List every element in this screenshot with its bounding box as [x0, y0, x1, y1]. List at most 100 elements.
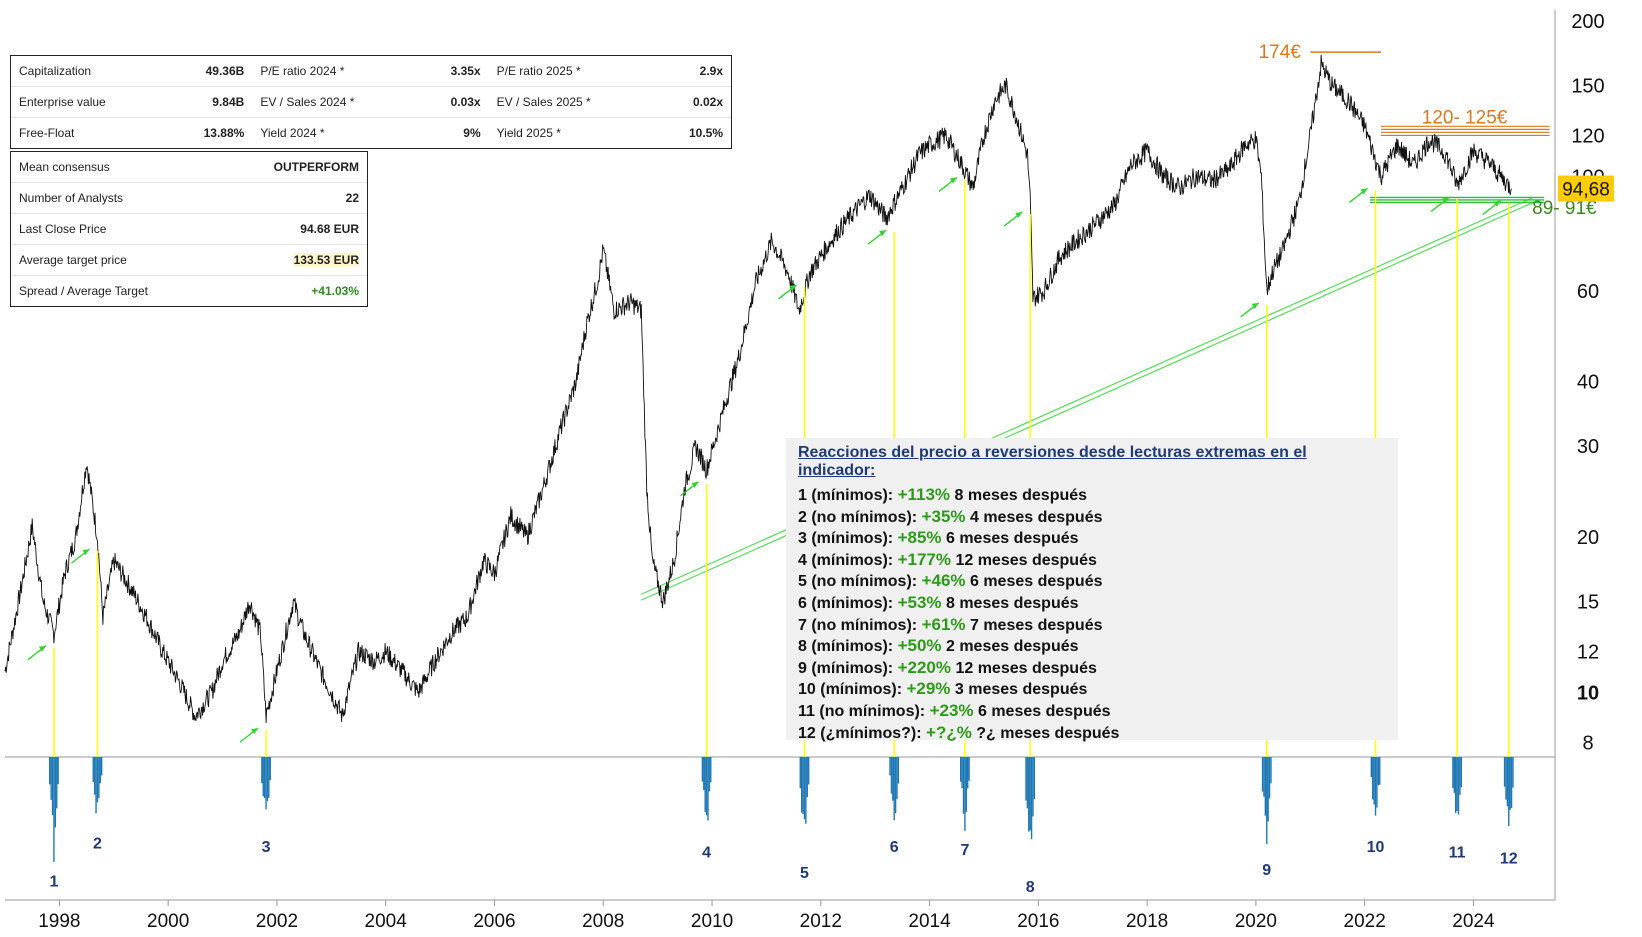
stats-row: Enterprise value 9.84B EV / Sales 2024 *…: [11, 86, 731, 118]
y-tick-label: 120: [1571, 125, 1604, 147]
note-label: 5 (no mínimos):: [798, 573, 918, 591]
signal-arrow-head: [789, 284, 797, 291]
signal-histogram: [49, 757, 59, 862]
stat-label: Free-Float: [19, 126, 75, 140]
notes-row: 9 (mínimos): +220% 12 meses después: [798, 657, 1386, 679]
consensus-label: Number of Analysts: [11, 182, 221, 214]
y-tick-label: 30: [1577, 436, 1599, 458]
price-series-line: [4, 54, 1512, 723]
signal-arrow-head: [251, 728, 259, 735]
valuation-stats-table: Capitalization 49.36B P/E ratio 2024 * 3…: [10, 55, 732, 149]
x-tick-label: 2024: [1452, 911, 1495, 932]
signal-arrow-head: [82, 549, 90, 556]
label-89-91: 89- 91€: [1532, 198, 1597, 219]
average-target-value: 133.53 EUR: [293, 253, 359, 267]
stat-value: 3.35x: [418, 56, 489, 87]
note-after: 12 meses después: [955, 659, 1097, 677]
signal-number-label: 11: [1449, 845, 1466, 862]
stats-row: Capitalization 49.36B P/E ratio 2024 * 3…: [11, 56, 731, 87]
notes-row: 3 (mínimos): +85% 6 meses después: [798, 527, 1386, 549]
note-after: 6 meses después: [969, 573, 1103, 591]
signal-arrow-head: [691, 481, 699, 488]
x-tick-label: 2000: [147, 911, 189, 932]
stat-value: 49.36B: [166, 56, 253, 87]
stat-value: 13.88%: [203, 126, 245, 140]
stat-label: EV / Sales 2024 *: [252, 86, 419, 118]
y-tick-label: 10: [1577, 683, 1599, 705]
x-tick-label: 2014: [908, 911, 951, 932]
signal-arrow-head: [1251, 302, 1259, 309]
consensus-label: Mean consensus: [11, 152, 221, 183]
signal-histogram: [889, 757, 900, 821]
x-tick-label: 2002: [256, 911, 298, 932]
consensus-label: Last Close Price: [11, 213, 221, 245]
note-gain: +53%: [897, 592, 942, 612]
note-gain: +35%: [921, 506, 966, 526]
x-tick-label: 2006: [473, 911, 515, 932]
notes-row: 11 (no mínimos): +23% 6 meses después: [798, 700, 1386, 722]
signal-histogram: [261, 757, 271, 810]
stat-label: P/E ratio 2024 *: [252, 56, 419, 87]
spread-value: +41.03%: [311, 284, 359, 298]
stat-label: Yield 2025 *: [496, 126, 561, 140]
signal-arrow-head: [1442, 197, 1450, 204]
note-after: 7 meses después: [969, 616, 1103, 634]
signal-arrow-head: [949, 177, 957, 184]
note-gain: +113%: [897, 485, 951, 504]
note-gain: +23%: [929, 700, 974, 720]
note-label: 10 (mínimos):: [798, 681, 903, 699]
signal-number-label: 5: [800, 865, 809, 882]
signal-arrow-head: [38, 645, 46, 652]
consensus-label: Average target price: [11, 244, 221, 276]
x-tick-label: 2012: [800, 911, 842, 932]
note-gain: +46%: [921, 571, 966, 591]
note-label: 4 (mínimos):: [798, 551, 894, 569]
note-label: 2 (no mínimos):: [798, 508, 918, 526]
y-tick-label: 15: [1577, 592, 1599, 614]
signal-arrow-head: [1015, 211, 1023, 218]
stats-row: Free-Float 13.88% Yield 2024 * 9% Yield …: [11, 118, 731, 149]
consensus-label: Spread / Average Target: [19, 284, 148, 298]
signal-histogram: [1025, 757, 1036, 840]
notes-row: 2 (no mínimos): +35% 4 meses después: [798, 506, 1386, 528]
stat-value: 2.9x: [655, 56, 731, 87]
signal-number-label: 2: [93, 835, 102, 852]
x-tick-label: 2010: [691, 911, 733, 932]
x-tick-label: 2022: [1344, 911, 1386, 932]
note-gain: +50%: [897, 636, 942, 656]
notes-row: 6 (mínimos): +53% 8 meses después: [798, 592, 1386, 614]
consensus-table: Mean consensus OUTPERFORM Number of Anal…: [10, 151, 368, 307]
signal-histogram: [960, 757, 970, 831]
notes-row: 4 (mínimos): +177% 12 meses después: [798, 549, 1386, 571]
stat-value: 10.5%: [688, 126, 723, 140]
stat-label: EV / Sales 2025 *: [488, 86, 656, 118]
notes-row: 10 (mínimos): +29% 3 meses después: [798, 678, 1386, 700]
note-after: 6 meses después: [945, 530, 1079, 548]
consensus-row: Last Close Price 94.68 EUR: [11, 213, 367, 245]
x-tick-label: 2004: [365, 911, 408, 932]
note-gain: +85%: [897, 528, 942, 548]
note-after: 2 meses después: [945, 638, 1079, 656]
stat-label: Yield 2024 *: [260, 126, 325, 140]
signal-histogram: [92, 757, 103, 814]
x-tick-label: 2016: [1017, 911, 1059, 932]
note-label: 1 (mínimos):: [798, 487, 894, 504]
signal-number-label: 7: [960, 842, 969, 859]
stat-value: 0.03x: [418, 86, 489, 118]
y-tick-label: 200: [1571, 11, 1604, 33]
y-tick-label: 40: [1577, 372, 1599, 394]
last-price-label: 94,68: [1562, 180, 1610, 201]
stat-value: 9.84B: [166, 86, 253, 118]
y-tick-label: 150: [1571, 75, 1604, 97]
stat-value: 0.02x: [655, 86, 731, 118]
x-tick-label: 2018: [1126, 911, 1168, 932]
stat-label: Capitalization: [11, 56, 167, 87]
x-tick-label: 2008: [582, 911, 624, 932]
consensus-value: 22: [220, 182, 367, 214]
signal-histogram: [701, 757, 712, 821]
note-after: 8 meses después: [954, 487, 1088, 504]
note-after: 4 meses después: [969, 508, 1103, 526]
stat-label: P/E ratio 2025 *: [488, 56, 656, 87]
signal-number-label: 6: [890, 839, 899, 856]
note-label: 6 (mínimos):: [798, 594, 894, 612]
